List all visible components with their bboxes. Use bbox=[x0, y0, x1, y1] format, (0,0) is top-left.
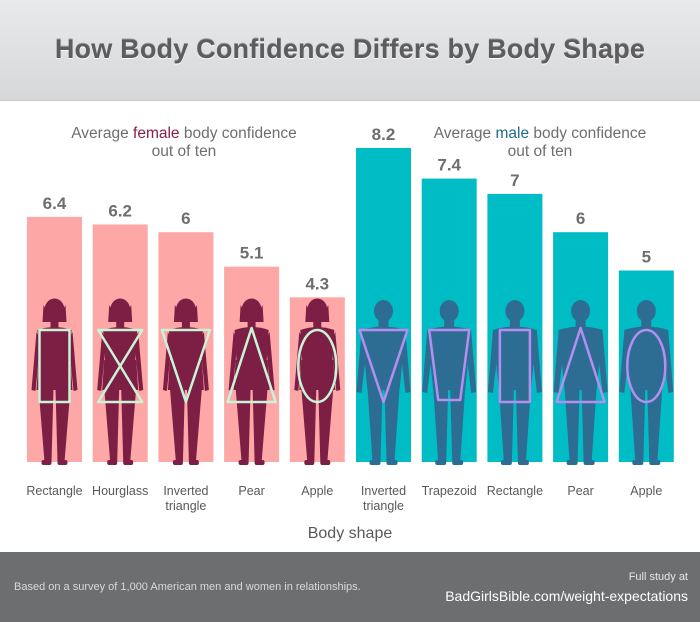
oval-shape-icon bbox=[626, 328, 667, 404]
female-figure-icon bbox=[160, 298, 212, 465]
x-tick-label: Pear bbox=[238, 484, 264, 498]
bar-group: 6 Pear bbox=[553, 209, 609, 498]
bar-value-label: 6.2 bbox=[108, 202, 132, 221]
male-group-label: Average male body confidence bbox=[434, 125, 647, 142]
male-figure-icon bbox=[487, 300, 542, 465]
bar-group: 8.2 Inverted triangle bbox=[356, 125, 411, 513]
chart-title: How Body Confidence Differs by Body Shap… bbox=[54, 34, 646, 64]
bar-value-label: 5 bbox=[642, 248, 651, 267]
x-tick-label: Trapezoid bbox=[422, 484, 477, 498]
x-tick-label: Apple bbox=[630, 484, 662, 498]
group-label-subline: out of ten bbox=[152, 143, 217, 160]
x-tick-label: Pear bbox=[567, 484, 593, 498]
bar-group: 7 Rectangle bbox=[487, 171, 543, 498]
hourglass-shape-icon bbox=[96, 328, 144, 404]
x-tick-label: Rectangle bbox=[26, 484, 82, 498]
bar-value-label: 6.4 bbox=[43, 194, 67, 213]
study-link[interactable]: BadGirlsBible.com/weight-expectations bbox=[445, 588, 688, 604]
bar-group: 4.3 Apple bbox=[289, 274, 345, 498]
female-group-label: Average female body confidence bbox=[71, 125, 297, 142]
x-tick-label: Inverted triangle bbox=[361, 484, 406, 513]
bar-chart: 6.4 Rectangle 6.2 Hourglass 6 Inverted triangl… bbox=[26, 125, 674, 542]
bar-value-label: 4.3 bbox=[305, 274, 329, 293]
x-axis-label: Body shape bbox=[308, 525, 393, 542]
bar-value-label: 7.4 bbox=[437, 156, 461, 175]
bar-group: 5.1 Pear bbox=[224, 244, 280, 498]
female-figure-icon bbox=[96, 298, 144, 465]
female-figure-icon bbox=[31, 298, 78, 465]
triangle-shape-icon bbox=[226, 326, 277, 404]
male-figure-icon bbox=[619, 300, 674, 465]
inverted-triangle-shape-icon bbox=[358, 328, 409, 404]
study-label: Full study at bbox=[628, 571, 688, 583]
footer-bar: Based on a survey of 1,000 American men … bbox=[0, 552, 700, 622]
bar-group: 7.4 Trapezoid bbox=[422, 156, 477, 498]
bar-group: 5 Apple bbox=[618, 248, 674, 498]
x-tick-label: Hourglass bbox=[92, 484, 148, 498]
header-banner: How Body Confidence Differs by Body Shap… bbox=[0, 0, 700, 101]
male-figure-icon bbox=[356, 300, 411, 465]
x-tick-label: Inverted triangle bbox=[163, 484, 208, 513]
bar-value-label: 5.1 bbox=[240, 244, 264, 263]
bar-group: 6.4 Rectangle bbox=[26, 194, 82, 498]
bar-value-label: 8.2 bbox=[372, 125, 396, 144]
survey-footnote: Based on a survey of 1,000 American men … bbox=[14, 581, 361, 593]
male-figure-icon bbox=[422, 300, 477, 465]
triangle-shape-icon bbox=[555, 326, 606, 404]
female-figure-icon bbox=[226, 298, 277, 465]
male-figure-icon bbox=[553, 300, 608, 465]
oval-shape-icon bbox=[297, 328, 338, 404]
bar-value-label: 7 bbox=[510, 171, 519, 190]
inverted-triangle-shape-icon bbox=[160, 328, 212, 404]
trapezoid-shape-icon bbox=[427, 328, 471, 402]
rectangle-shape-icon bbox=[498, 328, 532, 404]
rectangle-shape-icon bbox=[38, 328, 71, 404]
group-label-subline: out of ten bbox=[508, 143, 573, 160]
bar-group: 6 Inverted triangle bbox=[158, 209, 214, 513]
x-tick-label: Apple bbox=[301, 484, 333, 498]
bar-value-label: 6 bbox=[576, 209, 585, 228]
x-tick-label: Rectangle bbox=[487, 484, 543, 498]
bar-value-label: 6 bbox=[181, 209, 190, 228]
female-figure-icon bbox=[294, 298, 341, 465]
bar-group: 6.2 Hourglass bbox=[92, 202, 148, 498]
